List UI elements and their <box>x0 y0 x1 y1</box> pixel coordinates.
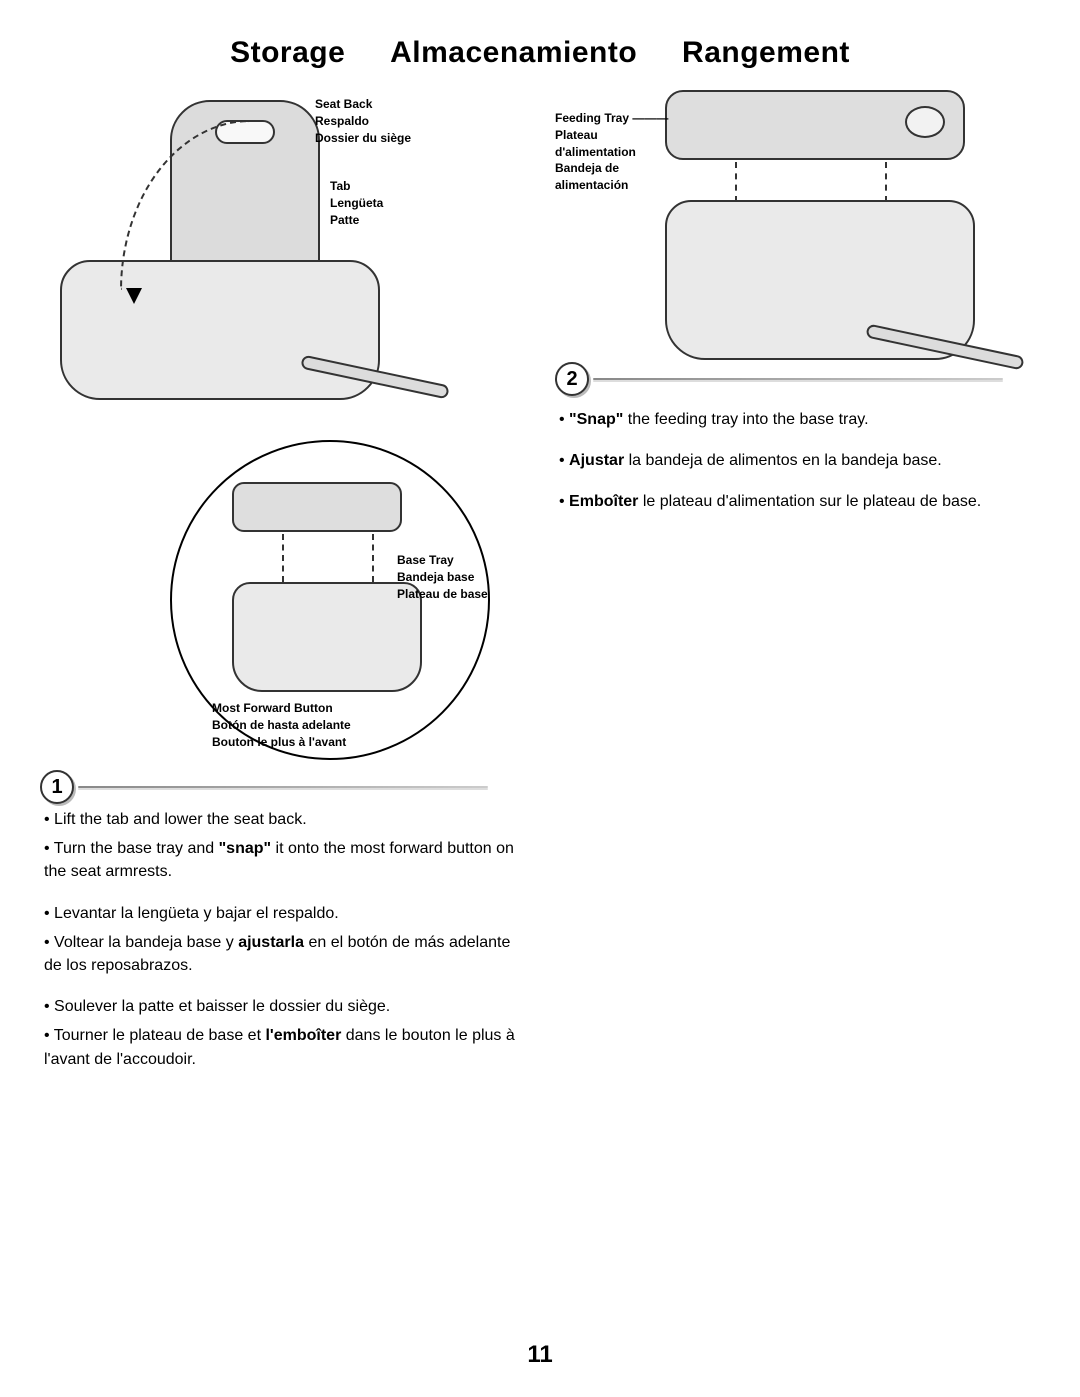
instr-1-fr-line1: • Soulever la patte et baisser le dossie… <box>44 995 521 1018</box>
label-seat-back-fr: Dossier du siège <box>315 130 411 147</box>
label-base-tray-en: Base Tray <box>397 552 488 569</box>
dash-line-r2 <box>885 162 887 202</box>
instr-2-en: • "Snap" the feeding tray into the base … <box>559 408 1036 431</box>
instructions-step-1: • Lift the tab and lower the seat back. … <box>40 790 525 1071</box>
column-right: Feeding Tray ——— Plateau d'alimentation … <box>555 90 1040 1089</box>
step-2-rule <box>593 378 1003 380</box>
label-tab-en: Tab <box>330 178 383 195</box>
label-feed-es: Bandeja de alimentación <box>555 160 655 194</box>
callout-feeding-tray: Feeding Tray ——— Plateau d'alimentation … <box>555 110 668 194</box>
illus-cup-holder <box>905 106 945 138</box>
step-1-rule <box>78 786 488 788</box>
title-es: Almacenamiento <box>390 36 637 69</box>
label-feed-fr: Plateau d'alimentation <box>555 127 655 161</box>
column-left: Seat Back Respaldo Dossier du siège Tab … <box>40 90 525 1089</box>
content-columns: Seat Back Respaldo Dossier du siège Tab … <box>0 70 1080 1089</box>
arrow-down-icon <box>126 288 142 304</box>
title-fr: Rangement <box>682 36 850 69</box>
callout-seat-back: Seat Back Respaldo Dossier du siège <box>315 96 411 146</box>
dash-line-r1 <box>735 162 737 202</box>
instr-1-fr-line2: • Tourner le plateau de base et l'emboît… <box>44 1024 521 1070</box>
label-tab-fr: Patte <box>330 212 383 229</box>
callout-base-tray: Base Tray Bandeja base Plateau de base <box>397 552 488 602</box>
instr-1-es: • Levantar la lengüeta y bajar el respal… <box>44 902 521 978</box>
illus-feeding-tray <box>665 90 965 160</box>
page-number: 11 <box>0 1341 1080 1369</box>
figure-step-2: Feeding Tray ——— Plateau d'alimentation … <box>555 90 1015 390</box>
instr-1-en-line2: • Turn the base tray and "snap" it onto … <box>44 837 521 883</box>
instr-1-en-line1: • Lift the tab and lower the seat back. <box>44 808 521 831</box>
instr-2-es: • Ajustar la bandeja de alimentos en la … <box>559 449 1036 472</box>
callout-tab: Tab Lengüeta Patte <box>330 178 383 228</box>
detail-circle: Base Tray Bandeja base Plateau de base M… <box>170 440 490 760</box>
label-seat-back-es: Respaldo <box>315 113 411 130</box>
instr-1-fr: • Soulever la patte et baisser le dossie… <box>44 995 521 1071</box>
figure-step-1: Seat Back Respaldo Dossier du siège Tab … <box>40 90 500 790</box>
step-1-number: 1 <box>51 776 62 799</box>
dash-line-2 <box>372 534 374 582</box>
label-base-tray-es: Bandeja base <box>397 569 488 586</box>
title-en: Storage <box>230 36 345 69</box>
instr-1-es-line2: • Voltear la bandeja base y ajustarla en… <box>44 931 521 977</box>
label-fwd-fr: Bouton le plus à l'avant <box>212 734 351 751</box>
instr-1-en: • Lift the tab and lower the seat back. … <box>44 808 521 884</box>
step-2-badge: 2 <box>555 362 589 396</box>
step-2-number: 2 <box>566 368 577 391</box>
illus-fold-arc <box>120 120 250 290</box>
label-base-tray-fr: Plateau de base <box>397 586 488 603</box>
label-tab-es: Lengüeta <box>330 195 383 212</box>
label-fwd-en: Most Forward Button <box>212 700 351 717</box>
instructions-step-2: • "Snap" the feeding tray into the base … <box>555 390 1040 514</box>
callout-forward-button: Most Forward Button Botón de hasta adela… <box>212 700 351 750</box>
illus-mini-tray <box>232 482 402 532</box>
instr-2-fr: • Emboîter le plateau d'alimentation sur… <box>559 490 1036 513</box>
dash-line-1 <box>282 534 284 582</box>
instr-1-es-line1: • Levantar la lengüeta y bajar el respal… <box>44 902 521 925</box>
page-title: Storage Almacenamiento Rangement <box>0 0 1080 70</box>
illus-mini-seat <box>232 582 422 692</box>
label-fwd-es: Botón de hasta adelante <box>212 717 351 734</box>
label-seat-back-en: Seat Back <box>315 96 411 113</box>
step-1-badge: 1 <box>40 770 74 804</box>
label-feed-en: Feeding Tray ——— <box>555 110 668 127</box>
